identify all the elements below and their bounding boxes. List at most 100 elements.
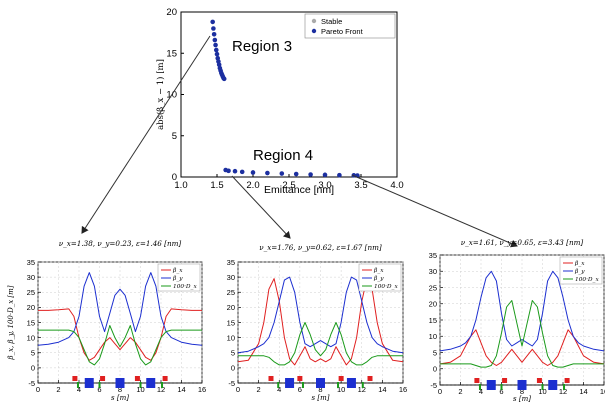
x-tick-label: 12 xyxy=(358,385,366,394)
region-arrow xyxy=(81,35,211,234)
x-tick-label: 4.0 xyxy=(390,180,403,191)
lattice-dipole-marker xyxy=(536,378,542,383)
x-axis-label: s [m] xyxy=(513,395,531,403)
x-tick-label: 1.0 xyxy=(174,180,187,191)
lattice-dipole-marker xyxy=(502,378,508,383)
lattice-quadrupole-marker xyxy=(146,378,156,388)
y-tick-label: 5 xyxy=(231,349,235,358)
x-tick-label: 4 xyxy=(77,385,81,394)
lattice-sextupole-marker xyxy=(500,384,503,390)
x-tick-label: 16 xyxy=(198,385,206,394)
x-tick-label: 4 xyxy=(277,385,281,394)
y-tick-label: 15 xyxy=(429,316,437,325)
pareto-point xyxy=(226,168,231,174)
lattice-quadrupole-marker xyxy=(316,378,325,388)
pareto-point xyxy=(293,171,299,177)
y-tick-label: 0 xyxy=(172,172,177,183)
y-tick-label: -5 xyxy=(228,379,235,388)
lattice-quadrupole-marker xyxy=(517,380,527,390)
x-tick-label: 16 xyxy=(600,387,605,396)
x-tick-label: 8 xyxy=(318,385,322,394)
series-line-β_x xyxy=(439,329,605,366)
x-tick-label: 14 xyxy=(177,385,185,394)
legend-label: 100·D_x xyxy=(173,284,197,290)
x-tick-label: 0 xyxy=(36,385,40,394)
y-tick-label: 35 xyxy=(27,258,35,267)
y-tick-label: 30 xyxy=(27,273,35,282)
lattice-dipole-marker xyxy=(297,376,303,381)
x-axis-label: s [m] xyxy=(111,394,129,402)
x-tick-label: 14 xyxy=(579,387,587,396)
legend-label: Stable xyxy=(321,17,342,26)
series-line-β_y xyxy=(439,270,605,352)
pareto-point xyxy=(213,47,219,53)
lattice-quadrupole-marker xyxy=(115,378,125,388)
x-tick-label: 4 xyxy=(479,387,483,396)
series-line-100·D_x xyxy=(440,300,604,368)
pareto-point xyxy=(210,19,215,25)
y-tick-label: 5 xyxy=(31,349,35,358)
y-tick-label: -5 xyxy=(28,379,35,388)
legend-marker xyxy=(311,18,317,24)
y-tick-label: 25 xyxy=(227,288,235,297)
legend-label: β_y xyxy=(574,269,585,275)
x-tick-label: 12 xyxy=(157,385,165,394)
pareto-point xyxy=(250,170,256,175)
legend-label: β_x xyxy=(373,268,384,274)
pareto-point xyxy=(265,170,270,176)
y-tick-label: 25 xyxy=(27,288,35,297)
legend-label: β_x xyxy=(172,268,183,274)
lattice-quadrupole-marker xyxy=(285,378,295,388)
pareto-point xyxy=(308,172,313,177)
pareto-point xyxy=(337,172,342,178)
pareto-point xyxy=(239,169,245,175)
lattice-sextupole-marker xyxy=(563,384,566,390)
legend-label: β_x xyxy=(574,261,585,267)
y-tick-label: 5 xyxy=(433,348,437,357)
y-tick-label: 25 xyxy=(429,283,437,292)
x-tick-label: 2.0 xyxy=(246,180,259,191)
legend-label: β_y xyxy=(373,276,384,282)
x-tick-label: 8 xyxy=(520,387,524,396)
pareto-point xyxy=(211,31,217,37)
series-line-100·D_x xyxy=(238,322,403,366)
y-tick-label: 15 xyxy=(27,318,35,327)
x-tick-label: 1.5 xyxy=(210,180,223,191)
x-tick-label: 6 xyxy=(298,385,302,394)
series-line-β_y xyxy=(237,276,404,354)
pareto-point xyxy=(211,26,216,31)
pareto-point xyxy=(212,37,218,43)
x-tick-label: 2 xyxy=(458,387,462,396)
lattice-sextupole-marker xyxy=(337,382,340,388)
lattice-sextupole-marker xyxy=(361,382,364,388)
x-tick-label: 10 xyxy=(136,385,144,394)
x-tick-label: 2.5 xyxy=(282,180,295,191)
lattice-sextupole-marker xyxy=(541,384,544,390)
lattice-quadrupole-marker xyxy=(486,380,496,390)
lattice-sextupole-marker xyxy=(76,382,79,388)
y-tick-label: 0 xyxy=(433,365,437,374)
y-tick-label: 20 xyxy=(166,7,177,18)
pareto-point xyxy=(213,42,218,48)
y-tick-label: 10 xyxy=(429,332,437,341)
y-tick-label: 20 xyxy=(27,303,35,312)
y-tick-label: 0 xyxy=(231,364,235,373)
panel-title: ν_x=1.76, ν_y=0.62, ε=1.67 [nm] xyxy=(259,243,382,252)
x-tick-label: 0 xyxy=(438,387,442,396)
panel-title: ν_x=1.61, ν_y=0.65, ε=3.43 [nm] xyxy=(461,238,584,247)
lattice-quadrupole-marker xyxy=(548,380,558,390)
lattice-dipole-marker xyxy=(134,376,140,381)
x-tick-label: 3.0 xyxy=(318,180,331,191)
y-tick-label: 15 xyxy=(166,48,177,59)
series-line-β_x xyxy=(38,308,202,361)
legend-label: β_y xyxy=(172,276,183,282)
x-axis-label: Emittance [nm] xyxy=(264,184,334,196)
y-tick-label: 35 xyxy=(227,258,235,267)
x-tick-label: 0 xyxy=(236,385,240,394)
lattice-quadrupole-marker xyxy=(346,378,356,388)
legend-marker xyxy=(311,28,317,34)
